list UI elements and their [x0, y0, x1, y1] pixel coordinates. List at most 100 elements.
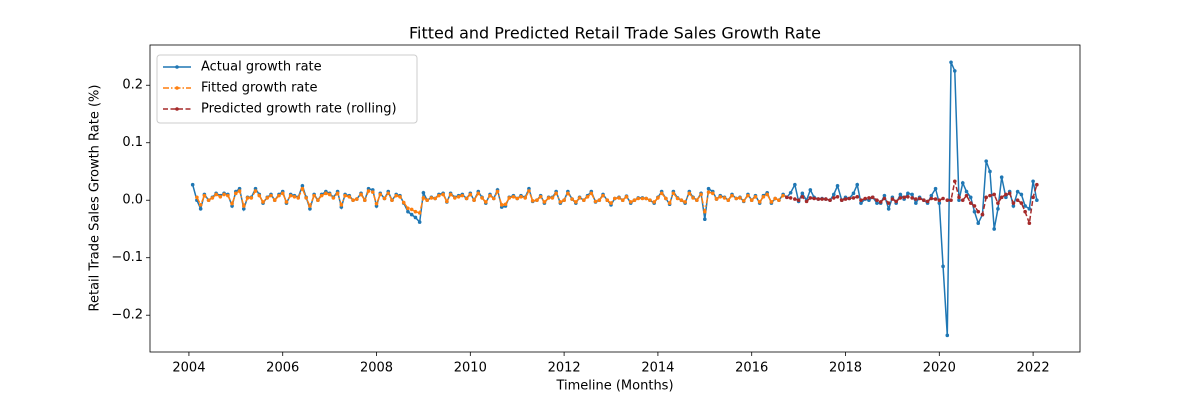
point [800, 191, 805, 196]
point [366, 189, 371, 193]
x-tick-label: 2004 [172, 361, 205, 376]
point [945, 333, 950, 338]
point [300, 186, 305, 191]
point [491, 196, 496, 201]
x-tick-label: 2020 [923, 361, 956, 376]
point [929, 196, 934, 201]
point [269, 193, 273, 198]
point [941, 264, 945, 269]
point [503, 202, 508, 207]
x-tick-label: 2008 [360, 361, 393, 376]
series [195, 186, 785, 215]
point [652, 200, 656, 204]
point [456, 194, 461, 199]
x-tick-label: 2010 [454, 361, 487, 376]
point [878, 200, 883, 204]
point [859, 201, 863, 205]
point [980, 212, 985, 217]
point [867, 196, 871, 200]
point [851, 191, 856, 196]
point [1035, 198, 1039, 203]
point [324, 191, 328, 196]
point [280, 191, 285, 196]
point [788, 190, 793, 195]
point [308, 207, 312, 211]
point [964, 193, 969, 198]
y-tick-label: 0.1 [122, 135, 143, 150]
point [667, 201, 672, 205]
y-tick-label: 0.0 [122, 193, 143, 208]
point [222, 192, 226, 197]
x-axis-label: Timeline (Months) [555, 379, 673, 394]
point [1023, 209, 1027, 214]
point [839, 198, 844, 203]
point [507, 196, 512, 200]
point [386, 191, 391, 196]
point [984, 195, 989, 200]
point [413, 209, 418, 214]
point [917, 196, 922, 201]
point [914, 201, 918, 205]
point [453, 196, 457, 200]
point [976, 209, 981, 214]
point [230, 201, 234, 206]
point [804, 199, 809, 204]
point [855, 194, 860, 199]
point [190, 182, 195, 187]
series [785, 179, 1039, 226]
point [984, 159, 989, 163]
point [284, 200, 289, 204]
point [972, 204, 977, 208]
point [429, 196, 434, 200]
legend-marker [175, 65, 179, 69]
point [589, 191, 594, 196]
point [406, 209, 410, 214]
point [968, 195, 973, 200]
point [636, 196, 641, 201]
point [738, 196, 742, 200]
point [288, 193, 293, 198]
point [390, 198, 394, 203]
point [218, 194, 223, 199]
point [937, 201, 942, 205]
point [1007, 191, 1012, 196]
point [214, 192, 218, 197]
point [644, 196, 648, 201]
point [605, 198, 610, 203]
point [788, 196, 793, 200]
point [781, 193, 785, 198]
point [828, 198, 832, 203]
point [1019, 192, 1024, 197]
point [476, 191, 481, 196]
point [257, 193, 262, 198]
x-tick-label: 2016 [735, 361, 768, 376]
plot-frame [149, 44, 1081, 353]
point [617, 196, 621, 200]
point [910, 192, 914, 197]
point [882, 193, 887, 198]
point [417, 211, 422, 215]
point [945, 198, 950, 203]
point [468, 192, 473, 197]
point [523, 196, 527, 200]
point [296, 196, 300, 200]
point [1004, 195, 1008, 200]
point [706, 190, 711, 194]
point [347, 194, 352, 199]
point [308, 204, 312, 208]
point [734, 196, 739, 201]
point [910, 196, 914, 200]
point [558, 200, 563, 204]
x-tick-label: 2022 [1017, 361, 1050, 376]
point [695, 198, 699, 203]
point [824, 197, 828, 201]
point [277, 193, 281, 198]
point [800, 194, 805, 199]
point [992, 227, 996, 231]
point [234, 191, 238, 196]
point [726, 198, 731, 203]
point [757, 200, 762, 204]
point [499, 203, 504, 207]
point [952, 69, 957, 73]
point [882, 196, 887, 201]
